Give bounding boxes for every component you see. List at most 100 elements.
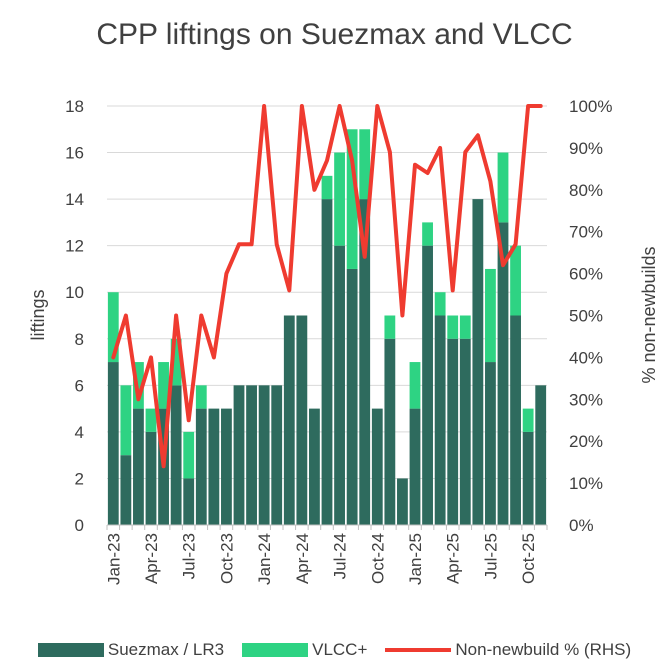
bar-vlcc	[133, 362, 144, 409]
bar-vlcc	[334, 152, 345, 246]
bar-vlcc	[485, 268, 496, 363]
bar-suezmax	[384, 338, 396, 525]
x-tick-label: Apr-25	[444, 533, 463, 584]
bar-suezmax	[434, 315, 446, 525]
bar-suezmax	[472, 199, 484, 525]
bar-vlcc	[409, 362, 421, 409]
bar-vlcc	[120, 385, 132, 456]
y-tick-label: 4	[75, 423, 84, 442]
y2-tick-label: 20%	[569, 432, 603, 451]
bar-suezmax	[334, 245, 345, 525]
y2-tick-label: 0%	[569, 516, 594, 535]
bar-suezmax	[183, 478, 195, 525]
bar-vlcc	[510, 245, 521, 316]
bar-vlcc	[434, 292, 446, 316]
bar-series	[107, 129, 547, 525]
x-tick-label: Jul-25	[481, 533, 500, 579]
bar-suezmax	[133, 408, 144, 525]
bar-vlcc	[170, 338, 182, 386]
bar-vlcc	[195, 385, 207, 409]
x-tick-label: Jan-23	[104, 533, 123, 585]
y2-tick-label: 60%	[569, 265, 603, 284]
bar-suezmax	[497, 222, 509, 525]
y2-tick-label: 70%	[569, 223, 603, 242]
line-series	[111, 104, 543, 469]
bar-suezmax	[208, 408, 220, 525]
bar-suezmax	[233, 385, 245, 525]
x-tick-label: Oct-24	[368, 533, 387, 584]
bar-vlcc	[522, 408, 534, 432]
x-tick-label: Jan-24	[255, 533, 274, 585]
x-tick-label: Jul-23	[180, 533, 199, 579]
x-tick-label: Jul-24	[331, 533, 350, 579]
bar-suezmax	[397, 478, 408, 525]
bar-suezmax	[107, 362, 119, 525]
bar-suezmax	[309, 408, 320, 525]
bar-vlcc	[384, 315, 396, 339]
y-tick-label: 14	[65, 190, 84, 209]
legend-item-suezmax: Suezmax / LR3	[37, 640, 225, 660]
bar-suezmax	[296, 315, 308, 525]
bar-suezmax	[422, 245, 433, 525]
y-tick-label: 16	[65, 144, 84, 163]
legend-item-vlcc: VLCC+	[242, 640, 367, 660]
bar-suezmax	[145, 431, 157, 525]
legend-item-nonnewbuild: Non-newbuild % (RHS)	[385, 640, 631, 660]
y2-tick-label: 80%	[569, 181, 603, 200]
y2-tick-label: 50%	[569, 307, 603, 326]
bar-vlcc	[321, 175, 333, 200]
y-tick-label: 12	[65, 237, 84, 256]
bar-suezmax	[170, 385, 182, 525]
legend: Suezmax / LR3 VLCC+ Non-newbuild % (RHS)	[0, 636, 669, 664]
x-tick-label: Oct-23	[217, 533, 236, 584]
line-nonnewbuild	[111, 104, 543, 469]
bar-suezmax	[283, 315, 295, 525]
bar-suezmax	[246, 385, 257, 525]
bar-vlcc	[107, 292, 119, 363]
x-tick-label: Apr-23	[142, 533, 161, 584]
bar-suezmax	[535, 385, 547, 525]
bar-vlcc	[346, 129, 358, 269]
bar-suezmax	[409, 408, 421, 525]
bar-suezmax	[346, 268, 358, 525]
bar-vlcc	[183, 431, 195, 479]
bar-suezmax	[510, 315, 521, 525]
y2-tick-label: 100%	[569, 97, 612, 116]
bar-suezmax	[195, 408, 207, 525]
bar-suezmax	[321, 199, 333, 525]
bar-suezmax	[258, 385, 270, 525]
bar-vlcc	[158, 362, 169, 409]
bar-suezmax	[221, 408, 232, 525]
y-tick-label: 0	[75, 516, 84, 535]
y-axis-title: liftings	[28, 289, 48, 340]
legend-label-nonnewbuild: Non-newbuild % (RHS)	[455, 640, 632, 659]
x-tick-label: Jan-25	[406, 533, 425, 585]
legend-label-suezmax: Suezmax / LR3	[107, 640, 225, 659]
bar-suezmax	[120, 455, 132, 525]
bar-suezmax	[459, 338, 471, 525]
x-tick-label: Apr-24	[293, 533, 312, 584]
y2-tick-label: 10%	[569, 474, 603, 493]
bar-suezmax	[447, 338, 459, 525]
bar-suezmax	[359, 199, 371, 525]
y2-tick-label: 90%	[569, 139, 603, 158]
liftings-chart: 0 2 4 6 8 10 12 14 16 18 0% 10% 20% 30% 40% 50% 60% 70% 80…	[28, 97, 659, 585]
legend-swatch-nonnewbuild	[385, 648, 452, 652]
y-tick-label: 8	[75, 330, 84, 349]
y-tick-label: 6	[75, 376, 84, 395]
bar-suezmax	[522, 431, 534, 525]
legend-swatch-vlcc	[242, 643, 309, 657]
y-tick-label: 18	[65, 97, 84, 116]
legend-swatch-suezmax	[37, 643, 104, 657]
y-tick-label: 2	[75, 469, 84, 488]
bar-suezmax	[271, 385, 283, 525]
bar-vlcc	[459, 315, 471, 339]
chart-title: CPP liftings on Suezmax and VLCC	[96, 18, 573, 51]
bar-vlcc	[447, 315, 459, 339]
legend-label-vlcc: VLCC+	[312, 640, 368, 659]
y2-axis-title: % non-newbuilds	[639, 246, 659, 383]
y2-tick-label: 40%	[569, 348, 603, 367]
bar-suezmax	[485, 362, 496, 525]
bar-vlcc	[422, 222, 433, 246]
x-tick-label: Oct-25	[519, 533, 538, 584]
